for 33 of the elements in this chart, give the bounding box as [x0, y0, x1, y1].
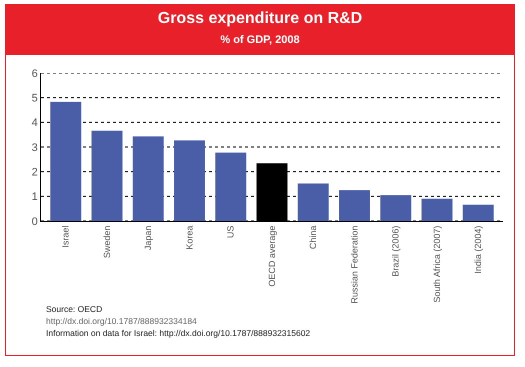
- x-tick-label: US: [226, 226, 236, 238]
- chart-subtitle: % of GDP, 2008: [219, 34, 301, 46]
- y-tick-label: 0: [32, 216, 38, 228]
- bar: [298, 184, 329, 221]
- x-tick-label: Japan: [143, 226, 154, 250]
- text: http://dx.doi.org/10.1787/888932334184: [46, 315, 198, 327]
- y-tick-label: 1: [32, 191, 38, 204]
- y-tick-label: 4: [32, 117, 38, 130]
- source-note: Source: OECD: [46, 303, 104, 315]
- x-tick-label: India (2004): [473, 226, 484, 274]
- x-tick-label: Russian Federation: [349, 226, 360, 304]
- text: Information on data for Israel: http://dx.doi.org/10.1787/888932315602: [46, 327, 312, 339]
- y-tick-label: 5: [32, 92, 38, 105]
- bar: [380, 195, 412, 221]
- bar: [174, 140, 205, 221]
- x-tick-label: China: [308, 226, 318, 250]
- x-tick-label: Sweden: [102, 226, 112, 258]
- x-tick-label: Israel: [60, 226, 71, 248]
- y-tick-label: 2: [32, 166, 38, 179]
- bar: [462, 204, 494, 221]
- bar: [92, 130, 122, 221]
- y-tick-label: 6: [32, 68, 38, 80]
- chart-title: Gross expenditure on R&D: [156, 10, 364, 28]
- bar: [132, 136, 164, 221]
- bar: [339, 190, 370, 221]
- y-tick-label: 3: [32, 142, 38, 154]
- bar: [50, 102, 82, 221]
- x-tick-label: Brazil (2006): [390, 226, 401, 277]
- x-tick-label: Korea: [184, 226, 194, 250]
- bar: [422, 198, 452, 221]
- bar: [215, 152, 246, 221]
- x-tick-label: South Africa (2007): [432, 226, 442, 303]
- x-tick-label: OECD average: [266, 226, 277, 287]
